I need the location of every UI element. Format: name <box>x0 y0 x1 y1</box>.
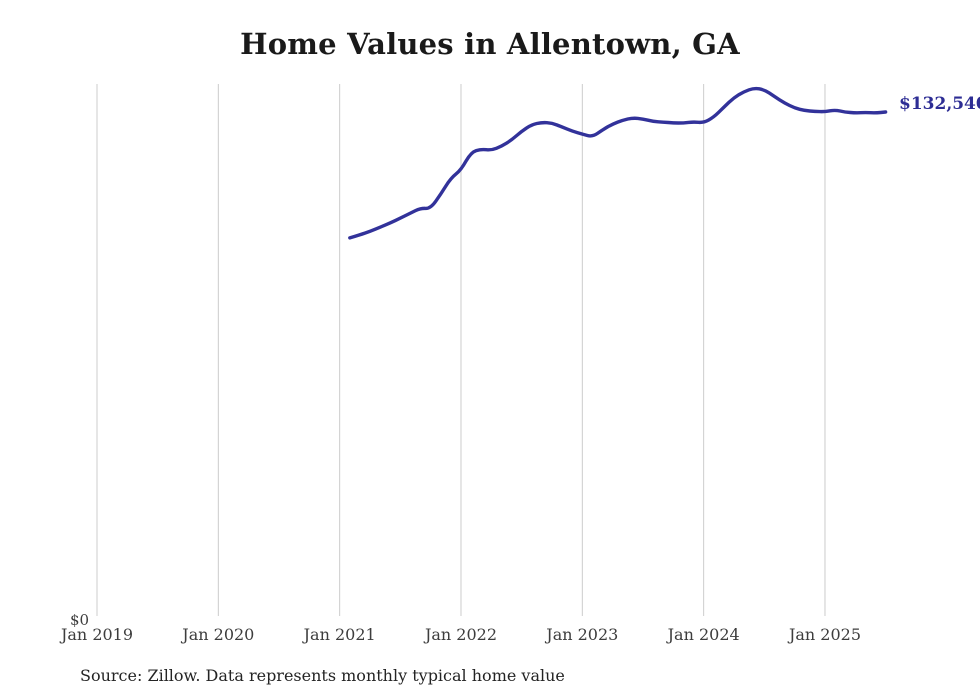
x-tick-label: Jan 2022 <box>424 625 498 644</box>
x-tick-label: Jan 2019 <box>60 625 134 644</box>
source-note: Source: Zillow. Data represents monthly … <box>80 666 565 685</box>
y-axis-zero-label: $0 <box>70 611 90 629</box>
x-tick-label: Jan 2024 <box>667 625 740 644</box>
series-end-value-label: $132,540 <box>899 94 980 114</box>
x-tick-label: Jan 2025 <box>788 625 861 644</box>
x-tick-label: Jan 2020 <box>182 625 255 644</box>
x-tick-label: Jan 2023 <box>546 625 619 644</box>
chart-title: Home Values in Allentown, GA <box>240 27 740 61</box>
home-value-line <box>348 86 888 240</box>
x-tick-label: Jan 2021 <box>303 625 376 644</box>
